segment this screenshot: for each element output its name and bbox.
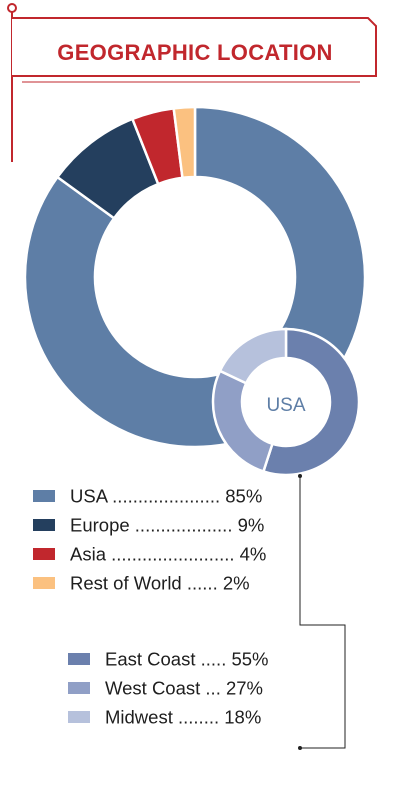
main-legend-leader-europe: ................... <box>130 515 233 536</box>
usa-legend-leader-west-coast: ... <box>200 678 221 699</box>
page-title: GEOGRAPHIC LOCATION <box>57 40 332 65</box>
banner-pole-top <box>7 3 17 13</box>
main-legend-leader-asia: ........................ <box>106 544 235 565</box>
banner-frame <box>12 17 377 77</box>
usa-legend-label-west-coast: West Coast ... 27% <box>105 678 263 699</box>
usa-legend-category-east-coast: East Coast <box>105 649 196 670</box>
usa-breakdown-legend: East Coast ..... 55% West Coast ... 27% Mi… <box>68 649 269 728</box>
main-legend-category-rest-of-world: Rest of World <box>70 573 182 594</box>
usa-legend-leader-midwest: ........ <box>173 707 219 728</box>
main-legend-leader-usa: ..................... <box>107 486 220 507</box>
usa-legend-value-east-coast: 55% <box>226 649 268 670</box>
main-legend-label-europe: Europe ................... 9% <box>70 515 264 536</box>
usa-legend-leader-east-coast: ..... <box>196 649 227 670</box>
main-legend-category-asia: Asia <box>70 544 107 565</box>
usa-center-label: USA <box>266 395 305 416</box>
usa-legend-swatch-west-coast <box>68 682 90 694</box>
main-legend-label-asia: Asia ........................ 4% <box>70 544 266 565</box>
main-legend-leader-rest-of-world: ...... <box>182 573 218 594</box>
usa-legend-category-west-coast: West Coast <box>105 678 200 699</box>
connector-dot-top <box>298 474 302 478</box>
main-slice-rest-of-world <box>172 105 197 180</box>
main-legend-value-europe: 9% <box>232 515 264 536</box>
usa-legend-category-midwest: Midwest <box>105 707 173 728</box>
usa-legend-swatch-east-coast <box>68 653 90 665</box>
usa-legend-label-midwest: Midwest ........ 18% <box>105 707 261 728</box>
main-legend-value-rest-of-world: 2% <box>218 573 250 594</box>
main-legend-label-usa: USA ..................... 85% <box>70 486 262 507</box>
usa-legend-value-west-coast: 27% <box>221 678 263 699</box>
main-legend-swatch-europe <box>33 519 55 531</box>
main-legend-swatch-usa <box>33 490 55 502</box>
main-legend-category-usa: USA <box>70 486 109 507</box>
main-legend-category-europe: Europe <box>70 515 130 536</box>
main-legend-value-usa: 85% <box>220 486 262 507</box>
main-legend-label-rest-of-world: Rest of World ...... 2% <box>70 573 250 594</box>
main-legend-swatch-rest-of-world <box>33 577 55 589</box>
usa-legend-label-east-coast: East Coast ..... 55% <box>105 649 269 670</box>
usa-legend-swatch-midwest <box>68 711 90 723</box>
main-legend: USA ..................... 85% Europe ....… <box>33 486 266 594</box>
title-banner: GEOGRAPHIC LOCATION <box>7 3 377 162</box>
main-legend-swatch-asia <box>33 548 55 560</box>
usa-legend-value-midwest: 18% <box>219 707 261 728</box>
connector-dot-bottom <box>298 746 302 750</box>
main-legend-value-asia: 4% <box>235 544 267 565</box>
usa-donut-hole <box>242 358 330 446</box>
connector-line <box>299 476 346 749</box>
